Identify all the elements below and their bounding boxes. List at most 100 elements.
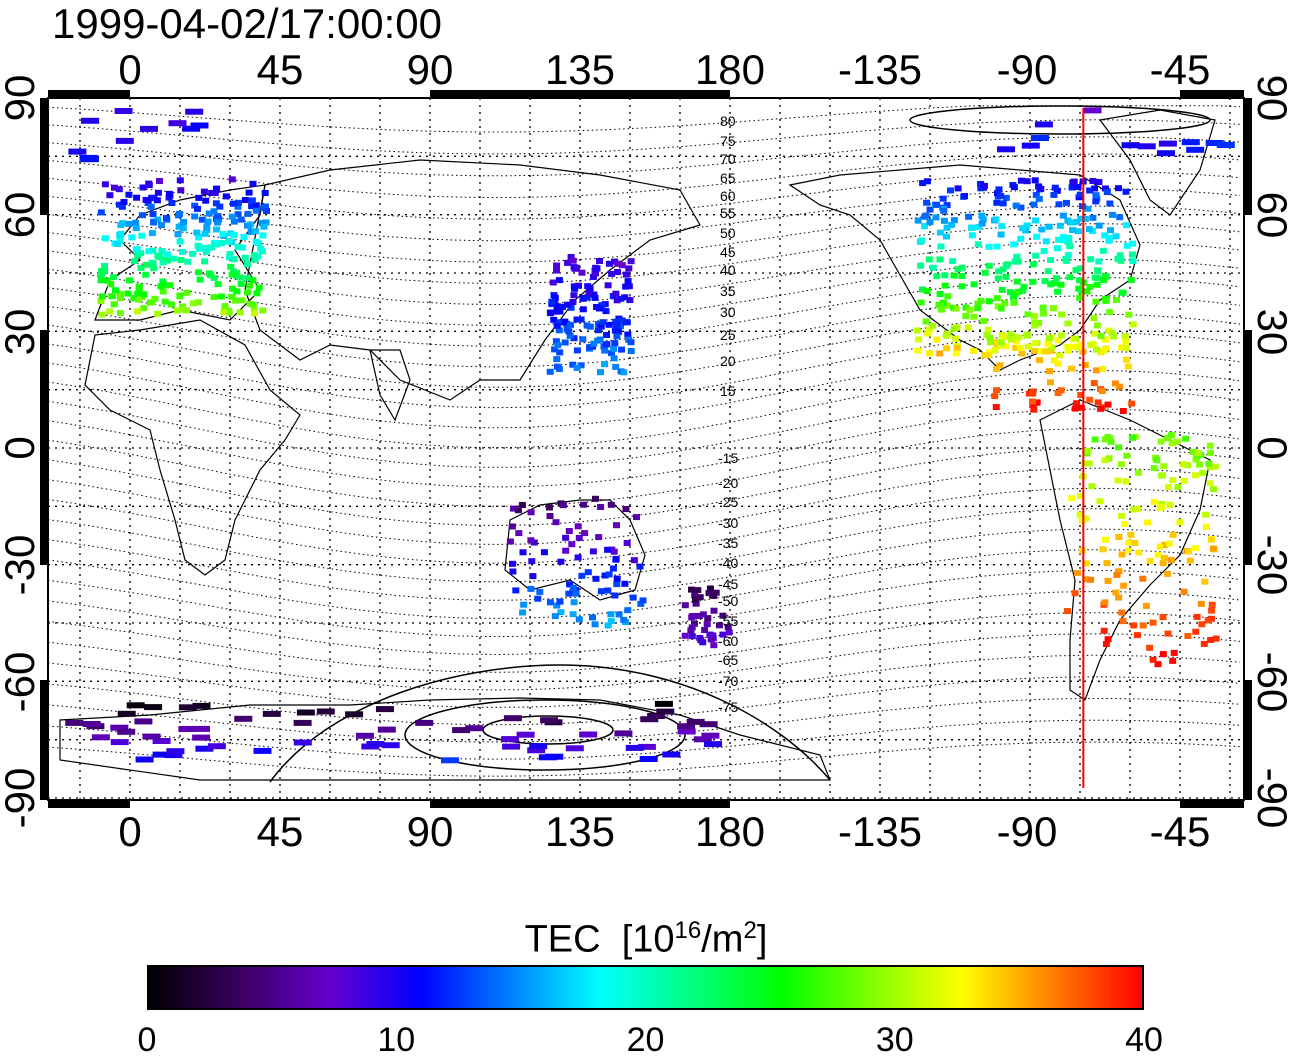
tec-pixel <box>221 303 229 310</box>
tec-pixel <box>562 534 570 541</box>
tec-pixel <box>546 599 554 606</box>
colorbar-unit-exp2: 2 <box>743 917 757 944</box>
lon-tick-label-top: -135 <box>838 46 922 93</box>
tec-pixel <box>977 297 985 304</box>
colorbar-unit-mid: /m <box>701 918 744 961</box>
tec-pixel <box>253 747 272 754</box>
tec-pixel <box>1116 214 1124 221</box>
tec-pixel <box>1068 495 1076 502</box>
tec-pixel <box>639 756 658 762</box>
tec-pixel <box>1076 511 1084 518</box>
tec-pixel <box>599 319 607 326</box>
tec-pixel <box>950 272 958 279</box>
tec-pixel <box>1159 560 1167 567</box>
tec-pixel <box>1182 435 1190 442</box>
tec-pixel <box>166 282 174 289</box>
tec-pixel <box>1029 402 1037 408</box>
tec-pixel <box>1062 256 1070 262</box>
tec-pixel <box>1001 300 1009 307</box>
tec-pixel <box>154 216 162 223</box>
tec-pixel <box>939 299 947 306</box>
tec-pixel <box>1173 438 1181 445</box>
tec-pixel <box>586 285 594 292</box>
tec-pixel <box>575 534 583 541</box>
tec-pixel <box>604 546 612 553</box>
tec-pixel <box>952 335 960 342</box>
tec-pixel <box>556 349 564 356</box>
tec-pixel <box>562 547 570 554</box>
tec-pixel <box>1179 461 1187 468</box>
tec-pixel <box>1115 594 1123 601</box>
contour-label: -20 <box>718 475 738 491</box>
tec-pixel <box>719 631 727 638</box>
frame-bar-top <box>1180 90 1244 97</box>
tec-pixel <box>913 327 921 334</box>
tec-pixel <box>1048 344 1056 351</box>
tec-pixel <box>1091 330 1099 337</box>
tec-pixel <box>257 245 265 252</box>
tec-pixel <box>1021 142 1040 149</box>
tec-pixel <box>166 748 185 755</box>
tec-pixel <box>1055 201 1063 208</box>
tec-pixel <box>1104 636 1112 643</box>
tec-pixel <box>1044 341 1052 348</box>
tec-pixel <box>1114 477 1122 484</box>
tec-pixel <box>1118 344 1126 351</box>
tec-pixel <box>694 587 702 594</box>
tec-pixel <box>1180 477 1188 484</box>
tec-pixel <box>605 260 613 267</box>
tec-pixel <box>553 303 561 310</box>
contour-label: -50 <box>718 593 738 609</box>
tec-pixel <box>925 256 933 263</box>
tec-pixel <box>1018 350 1026 357</box>
tec-pixel <box>1169 657 1177 664</box>
tec-pixel <box>997 192 1005 199</box>
lat-tick-label-left: 0 <box>0 436 43 459</box>
tec-pixel <box>201 258 209 265</box>
tec-pixel <box>612 322 620 329</box>
tec-pixel <box>79 154 98 161</box>
colorbar-unit-base: [10 <box>621 918 675 961</box>
tec-pixel <box>947 187 954 194</box>
tec-pixel <box>984 352 992 359</box>
tec-pixel <box>1127 277 1135 283</box>
tec-pixel <box>241 197 249 203</box>
tec-pixel <box>515 530 523 537</box>
tec-pixel <box>604 282 612 289</box>
tec-pixel <box>707 636 715 643</box>
tec-pixel <box>1058 311 1066 318</box>
tec-pixel <box>178 306 186 313</box>
tec-pixel <box>1064 217 1072 224</box>
tec-pixel <box>569 611 577 618</box>
tec-pixel <box>602 341 610 348</box>
tec-pixel <box>1101 599 1109 606</box>
tec-pixel <box>97 277 105 284</box>
tec-pixel <box>107 281 115 288</box>
tec-pixel <box>1100 627 1108 634</box>
tec-pixel <box>1154 551 1162 558</box>
tec-pixel <box>987 339 994 346</box>
tec-pixel <box>1133 632 1141 639</box>
tec-pixel <box>156 178 163 184</box>
tec-pixel <box>1168 440 1176 447</box>
tec-pixel <box>624 278 632 285</box>
tec-pixel <box>137 250 145 257</box>
tec-pixel <box>586 323 594 330</box>
tec-pixel <box>139 184 147 191</box>
frame-bar-right <box>1245 330 1252 565</box>
tec-pixel <box>251 256 259 263</box>
frame-bar-left <box>40 98 47 215</box>
tec-pixel <box>1199 469 1207 476</box>
tec-pixel <box>154 310 162 317</box>
tec-pixel <box>974 241 982 248</box>
colorbar-tick-label: 0 <box>137 1021 157 1059</box>
lat-tick-label-right: -90 <box>1249 768 1292 829</box>
tec-pixel <box>1144 519 1152 526</box>
tec-pixel <box>1068 184 1076 191</box>
tec-pixel <box>1078 288 1086 294</box>
tec-pixel <box>656 708 675 715</box>
tec-pixel <box>1093 367 1101 374</box>
tec-pixel <box>567 254 575 260</box>
tec-pixel <box>465 725 484 732</box>
tec-pixel <box>701 732 720 739</box>
